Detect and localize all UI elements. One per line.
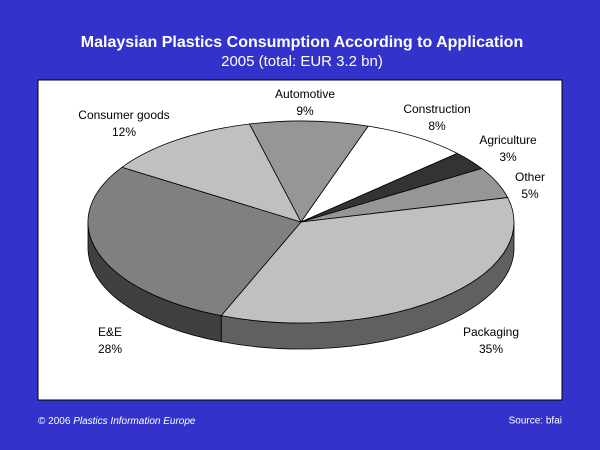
slice-label: Consumer goods (78, 108, 169, 122)
chart-subtitle: 2005 (total: EUR 3.2 bn) (221, 53, 383, 70)
slice (220, 197, 515, 324)
copyright: © 2006 (38, 416, 71, 427)
slice-value-label: 35% (479, 342, 503, 356)
slice-label: Agriculture (479, 133, 537, 147)
slice-label: Packaging (463, 325, 519, 339)
slice-value-label: 12% (112, 125, 136, 139)
slice-label: Other (515, 170, 545, 184)
slice (121, 123, 302, 223)
chart-title: Malaysian Plastics Consumption According… (81, 34, 523, 51)
slice-value-label: 3% (499, 150, 517, 164)
slice (249, 120, 369, 223)
slice-label: Automotive (275, 87, 335, 101)
slice (300, 125, 458, 223)
slice-value-label: 9% (296, 104, 314, 118)
slice-label: E&E (98, 325, 122, 339)
slice-label: Construction (403, 102, 470, 116)
publisher: Plastics Information Europe (73, 416, 196, 427)
pie: Automotive 9% Construction 8% Agriculture 3% O… (78, 87, 545, 356)
slice (87, 166, 302, 317)
slice-value-label: 5% (521, 187, 539, 201)
slice-value-label: 28% (98, 342, 122, 356)
footer-source: Source: bfai (509, 416, 562, 427)
footer-credit: © 2006 Plastics Information Europe (38, 416, 196, 427)
slice-value-label: 8% (428, 119, 446, 133)
